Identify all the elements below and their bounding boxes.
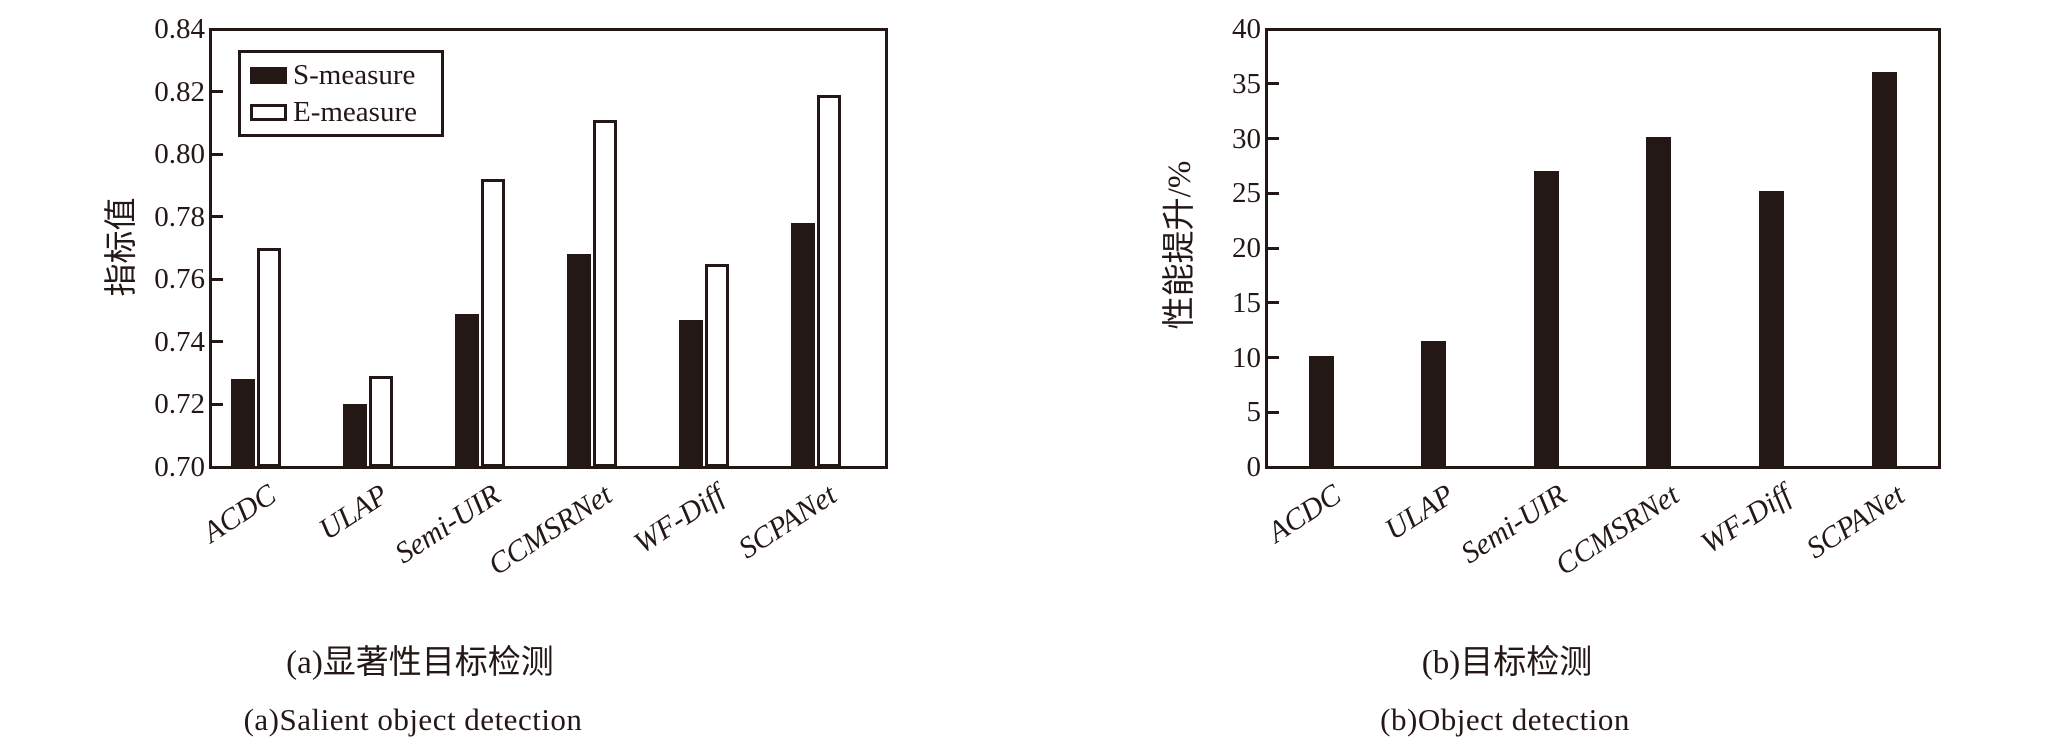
x-category-label-a-ccmsrnet: CCMSRNet bbox=[482, 478, 618, 582]
bar-a-acdc-s bbox=[231, 379, 255, 467]
bar-a-ccmsrnet-s bbox=[567, 254, 591, 467]
bar-a-ccmsrnet-e bbox=[593, 119, 617, 467]
legend-item-e-measure: E-measure bbox=[250, 95, 441, 129]
y-tick-label-a: 0.80 bbox=[154, 138, 205, 171]
y-tick-label-a: 0.82 bbox=[154, 75, 205, 108]
y-tick-a bbox=[210, 152, 223, 156]
y-tick-label-a: 0.70 bbox=[154, 451, 205, 483]
bar-a-wf-diff-e bbox=[705, 263, 729, 467]
y-tick-a bbox=[210, 340, 223, 344]
x-category-label-b-acdc: ACDC bbox=[1261, 478, 1347, 550]
x-category-label-b-ulap: ULAP bbox=[1378, 478, 1460, 547]
bar-a-scpanet-s bbox=[791, 222, 815, 467]
x-category-label-b-ccmsrnet: CCMSRNet bbox=[1549, 478, 1685, 582]
bar-b-ccmsrnet-s bbox=[1646, 137, 1672, 467]
bar-a-semi-uir-s bbox=[455, 313, 479, 467]
y-tick-label-a: 0.72 bbox=[154, 388, 205, 421]
y-tick-label-b: 30 bbox=[1232, 122, 1261, 155]
y-tick-label-b: 20 bbox=[1232, 232, 1261, 264]
caption-b-english: (b)Object detection bbox=[1380, 702, 1630, 737]
y-tick-b bbox=[1266, 301, 1279, 305]
bar-b-wf-diff-s bbox=[1758, 191, 1784, 467]
bar-b-scpanet-s bbox=[1871, 71, 1897, 467]
y-tick-b bbox=[1266, 246, 1279, 250]
bar-a-scpanet-e bbox=[817, 94, 841, 467]
bar-a-ulap-s bbox=[343, 404, 367, 467]
e-measure-swatch-icon bbox=[250, 103, 287, 121]
y-tick-a bbox=[210, 215, 223, 219]
y-tick-b bbox=[1266, 465, 1279, 469]
bar-a-acdc-e bbox=[257, 248, 281, 467]
chart-a-legend: S-measure E-measure bbox=[238, 50, 444, 137]
x-category-label-a-ulap: ULAP bbox=[313, 478, 394, 547]
y-tick-a bbox=[210, 27, 223, 31]
y-tick-label-b: 25 bbox=[1232, 177, 1261, 210]
y-tick-a bbox=[210, 90, 223, 94]
bar-b-semi-uir-s bbox=[1533, 171, 1559, 467]
x-category-label-a-wf-diff: WF-Diff bbox=[628, 478, 730, 561]
chart-b-plot-area bbox=[1264, 27, 1941, 469]
legend-item-s-measure: S-measure bbox=[250, 58, 441, 92]
caption-b-chinese: (b)目标检测 bbox=[1421, 645, 1593, 681]
x-category-label-a-acdc: ACDC bbox=[196, 478, 282, 550]
y-tick-b bbox=[1266, 27, 1279, 31]
x-category-label-b-wf-diff: WF-Diff bbox=[1695, 478, 1798, 561]
y-tick-a bbox=[210, 465, 223, 469]
bar-b-acdc-s bbox=[1308, 356, 1334, 467]
y-tick-b bbox=[1266, 410, 1279, 414]
caption-a-chinese: (a)显著性目标检测 bbox=[286, 645, 554, 681]
y-tick-label-b: 0 bbox=[1246, 451, 1262, 483]
caption-a-english: (a)Salient object detection bbox=[243, 702, 583, 737]
x-category-label-a-scpanet: SCPANet bbox=[732, 478, 842, 566]
y-tick-a bbox=[210, 277, 223, 281]
legend-label-e-measure: E-measure bbox=[293, 95, 417, 128]
y-tick-label-a: 0.84 bbox=[154, 13, 205, 45]
bar-b-ulap-s bbox=[1421, 341, 1447, 467]
bar-a-semi-uir-e bbox=[481, 179, 505, 467]
y-tick-label-b: 5 bbox=[1246, 396, 1262, 429]
y-tick-label-a: 0.78 bbox=[154, 200, 205, 233]
y-tick-label-b: 15 bbox=[1232, 286, 1261, 319]
y-tick-b bbox=[1266, 82, 1279, 86]
y-tick-label-b: 10 bbox=[1232, 341, 1261, 374]
y-tick-b bbox=[1266, 356, 1279, 359]
y-tick-a bbox=[210, 402, 223, 406]
s-measure-swatch-icon bbox=[250, 66, 287, 84]
y-tick-label-b: 35 bbox=[1232, 67, 1261, 100]
bar-a-ulap-e bbox=[369, 376, 393, 467]
y-tick-label-b: 40 bbox=[1232, 13, 1261, 45]
y-tick-label-a: 0.76 bbox=[154, 263, 205, 296]
y-tick-b bbox=[1266, 137, 1279, 140]
legend-label-s-measure: S-measure bbox=[293, 58, 416, 91]
y-tick-label-a: 0.74 bbox=[154, 325, 205, 358]
y-tick-b bbox=[1266, 191, 1279, 195]
x-category-label-b-scpanet: SCPANet bbox=[1800, 478, 1910, 566]
bar-a-wf-diff-s bbox=[679, 319, 703, 467]
